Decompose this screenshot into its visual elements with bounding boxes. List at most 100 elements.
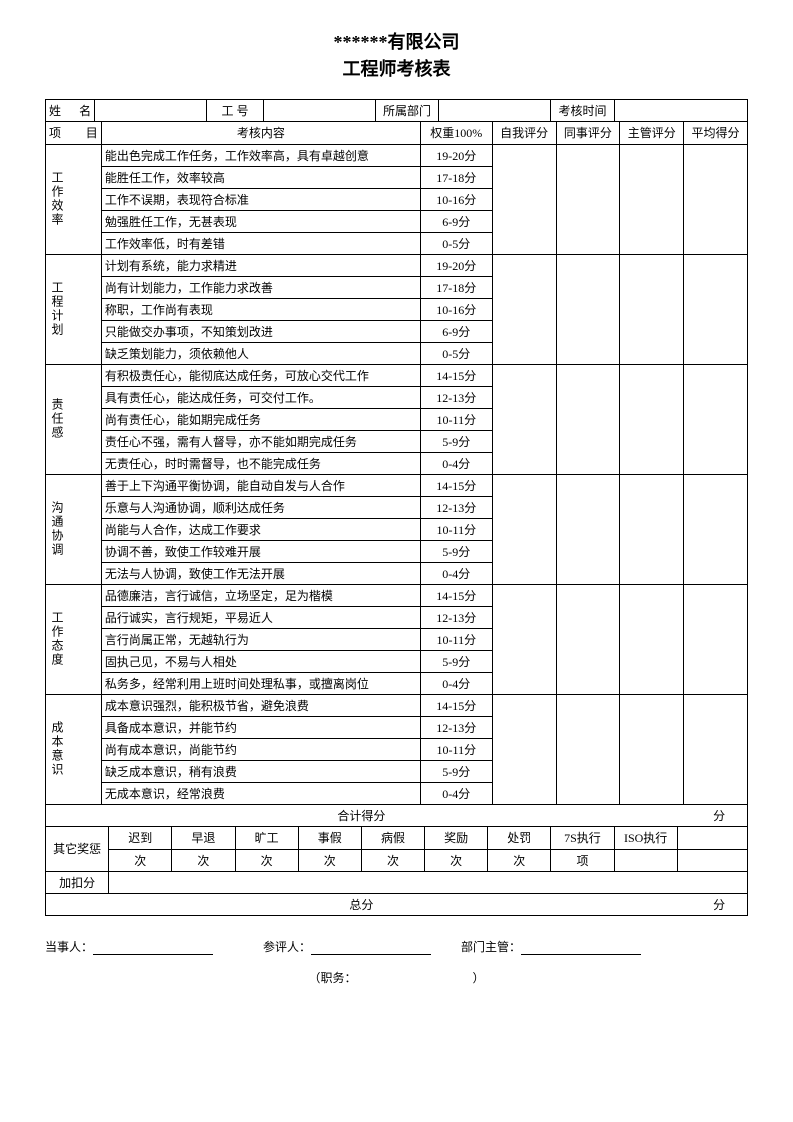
duty-row: （职务： ） (45, 969, 748, 986)
score-cell (492, 694, 556, 804)
criteria-text: 私务多，经常利用上班时间处理私事，或擅离岗位 (101, 672, 420, 694)
dept-value (439, 100, 551, 122)
score-cell (684, 364, 748, 474)
score-cell (492, 144, 556, 254)
adjust-label: 加扣分 (46, 871, 109, 893)
score-cell (492, 364, 556, 474)
other-iso: ISO执行 (614, 827, 677, 849)
other-iso-val (614, 849, 677, 871)
other-absent: 旷工 (235, 827, 298, 849)
subtotal-blank-left (46, 805, 285, 827)
total-blank-right (439, 894, 692, 916)
sig-deptmgr-line (521, 941, 641, 955)
sig-party-line (93, 941, 213, 955)
subtotal-blank-right (439, 805, 692, 827)
other-blank2 (677, 849, 747, 871)
criteria-score: 10-16分 (420, 298, 492, 320)
score-cell (684, 694, 748, 804)
criteria-text: 无责任心，时时需督导，也不能完成任务 (101, 452, 420, 474)
other-late: 迟到 (109, 827, 172, 849)
total-table: 总分 分 (45, 894, 748, 917)
other-absent-val: 次 (235, 849, 298, 871)
criteria-text: 责任心不强，需有人督导，亦不能如期完成任务 (101, 430, 420, 452)
criteria-text: 乐意与人沟通协调，顺利达成任务 (101, 496, 420, 518)
col-weight: 权重100% (420, 122, 492, 144)
other-reward: 奖励 (425, 827, 488, 849)
criteria-score: 0-5分 (420, 232, 492, 254)
criteria-score: 14-15分 (420, 474, 492, 496)
score-cell (684, 254, 748, 364)
name-value (95, 100, 207, 122)
total-unit: 分 (691, 894, 747, 916)
criteria-text: 具有责任心，能达成任务，可交付工作。 (101, 386, 420, 408)
col-self: 自我评分 (492, 122, 556, 144)
criteria-score: 0-4分 (420, 562, 492, 584)
criteria-text: 尚能与人合作，达成工作要求 (101, 518, 420, 540)
sig-deptmgr-label: 部门主管： (461, 938, 521, 955)
criteria-text: 尚有责任心，能如期完成任务 (101, 408, 420, 430)
empno-value (263, 100, 375, 122)
criteria-score: 14-15分 (420, 694, 492, 716)
other-early-val: 次 (172, 849, 235, 871)
criteria-text: 无法与人协调，致使工作无法开展 (101, 562, 420, 584)
criteria-text: 缺乏成本意识，稍有浪费 (101, 760, 420, 782)
criteria-score: 10-11分 (420, 408, 492, 430)
duty-open: （职务： (308, 971, 356, 985)
criteria-text: 尚有成本意识，尚能节约 (101, 738, 420, 760)
criteria-score: 12-13分 (420, 386, 492, 408)
criteria-score: 19-20分 (420, 254, 492, 276)
score-cell (620, 584, 684, 694)
criteria-score: 14-15分 (420, 364, 492, 386)
sig-reviewer-label: 参评人： (263, 938, 311, 955)
criteria-text: 尚有计划能力，工作能力求改善 (101, 276, 420, 298)
other-penalty-val: 次 (488, 849, 551, 871)
score-cell (556, 694, 620, 804)
col-avg: 平均得分 (684, 122, 748, 144)
criteria-score: 5-9分 (420, 760, 492, 782)
score-cell (684, 144, 748, 254)
score-cell (684, 474, 748, 584)
section-2: 责任感 (46, 364, 102, 474)
criteria-score: 17-18分 (420, 276, 492, 298)
company-title: ******有限公司 (45, 30, 748, 55)
criteria-score: 19-20分 (420, 144, 492, 166)
score-cell (620, 364, 684, 474)
col-content: 考核内容 (101, 122, 420, 144)
col-mgr: 主管评分 (620, 122, 684, 144)
other-sick: 病假 (361, 827, 424, 849)
score-cell (620, 144, 684, 254)
dept-label: 所属部门 (375, 100, 438, 122)
other-reward-val: 次 (425, 849, 488, 871)
other-blank (677, 827, 747, 849)
sig-reviewer-line (311, 941, 431, 955)
header-table: 姓 名 工 号 所属部门 考核时间 (45, 99, 748, 122)
criteria-score: 5-9分 (420, 430, 492, 452)
criteria-score: 12-13分 (420, 606, 492, 628)
sig-party-label: 当事人： (45, 938, 93, 955)
criteria-score: 6-9分 (420, 210, 492, 232)
score-cell (492, 584, 556, 694)
criteria-score: 12-13分 (420, 496, 492, 518)
assess-time-value (614, 100, 747, 122)
other-penalty: 处罚 (488, 827, 551, 849)
criteria-text: 工作不误期，表现符合标准 (101, 188, 420, 210)
criteria-text: 称职，工作尚有表现 (101, 298, 420, 320)
criteria-text: 有积极责任心，能彻底达成任务，可放心交代工作 (101, 364, 420, 386)
criteria-text: 只能做交办事项，不知策划改进 (101, 320, 420, 342)
criteria-text: 具备成本意识，并能节约 (101, 716, 420, 738)
criteria-score: 6-9分 (420, 320, 492, 342)
other-table: 其它奖惩 迟到 早退 旷工 事假 病假 奖励 处罚 7S执行 ISO执行 次 次… (45, 827, 748, 894)
criteria-text: 能出色完成工作任务，工作效率高，具有卓越创意 (101, 144, 420, 166)
other-late-val: 次 (109, 849, 172, 871)
criteria-score: 14-15分 (420, 584, 492, 606)
other-7s: 7S执行 (551, 827, 614, 849)
section-0: 工作效率 (46, 144, 102, 254)
criteria-text: 品德廉洁，言行诚信，立场坚定，足为楷模 (101, 584, 420, 606)
other-label: 其它奖惩 (46, 827, 109, 871)
other-early: 早退 (172, 827, 235, 849)
form-title: 工程师考核表 (45, 55, 748, 81)
criteria-score: 10-11分 (420, 518, 492, 540)
criteria-score: 10-16分 (420, 188, 492, 210)
score-cell (620, 254, 684, 364)
assess-time-label: 考核时间 (551, 100, 614, 122)
